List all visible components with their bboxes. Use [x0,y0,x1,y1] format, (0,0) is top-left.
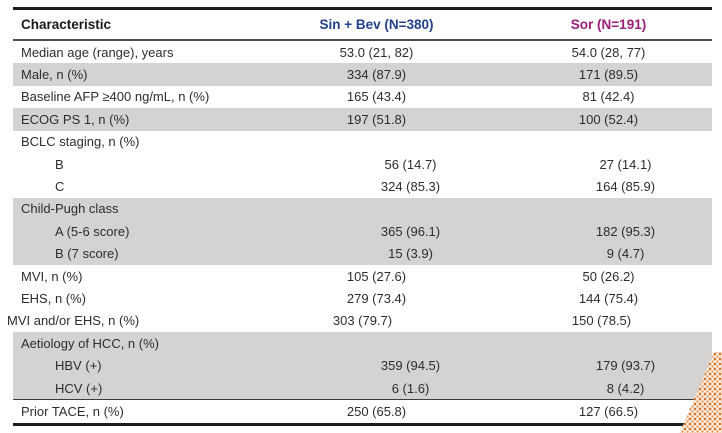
table-row: B 56 (14.7) 27 (14.1) [13,152,712,176]
column-header-sor: Sor (N=191) [570,17,647,32]
row-label: Male, n (%) [21,67,88,83]
sinbev-value: 279 (73.4) [346,290,407,306]
row-label: Prior TACE, n (%) [21,403,124,419]
row-label: HBV (+) [55,358,102,374]
sinbev-value: 359 (94.5) [380,358,441,374]
sinbev-value: 334 (87.9) [346,67,407,83]
sor-value: 27 (14.1) [599,156,652,172]
table-row: MVI and/or EHS, n (%) 303 (79.7) 150 (78… [7,309,712,333]
row-label: MVI, n (%) [21,268,83,284]
row-label: HCV (+) [55,380,103,396]
row-label: Baseline AFP ≥400 ng/mL, n (%) [21,89,210,105]
row-label: B (7 score) [55,246,119,262]
sor-value: 100 (52.4) [578,111,639,127]
table-header-row: Characteristic Sin + Bev (N=380) Sor (N=… [13,10,712,41]
sinbev-value: 56 (14.7) [384,156,437,172]
sor-value: 81 (42.4) [582,89,635,105]
sinbev-value: 197 (51.8) [346,111,407,127]
sinbev-value: 105 (27.6) [346,268,407,284]
row-label: Median age (range), years [21,44,174,60]
sinbev-value: 15 (3.9) [388,246,433,262]
row-label: Child-Pugh class [21,201,119,217]
sinbev-value: 303 (79.7) [332,313,393,329]
table-row: MVI, n (%) 105 (27.6) 50 (26.2) [13,264,712,288]
sor-value: 150 (78.5) [571,313,632,329]
table-row: Aetiology of HCC, n (%) [13,332,712,355]
row-label: ECOG PS 1, n (%) [21,111,130,127]
column-header-characteristic: Characteristic [21,17,112,32]
table-row: Median age (range), years 53.0 (21, 82) … [13,41,712,64]
row-label: C [55,179,65,195]
table-row: BCLC staging, n (%) [13,130,712,153]
table-row: C 324 (85.3) 164 (85.9) [13,175,712,198]
table-row: A (5-6 score) 365 (96.1) 182 (95.3) [13,220,712,243]
table-row: Baseline AFP ≥400 ng/mL, n (%) 165 (43.4… [13,85,712,109]
table-row: HBV (+) 359 (94.5) 179 (93.7) [13,354,712,377]
sinbev-value: 250 (65.8) [346,403,407,419]
baseline-characteristics-table: Characteristic Sin + Bev (N=380) Sor (N=… [7,7,712,426]
table-row: Prior TACE, n (%) 250 (65.8) 127 (66.5) [13,399,712,423]
sor-value: 50 (26.2) [582,268,635,284]
table-body: Median age (range), years 53.0 (21, 82) … [7,41,712,423]
sinbev-value: 365 (96.1) [380,223,441,239]
sinbev-value: 324 (85.3) [380,179,441,195]
table-row: Male, n (%) 334 (87.9) 171 (89.5) [13,63,712,86]
sor-value: 182 (95.3) [595,223,656,239]
sinbev-value: 53.0 (21, 82) [339,44,414,60]
table-row: ECOG PS 1, n (%) 197 (51.8) 100 (52.4) [13,108,712,131]
sor-value: 8 (4.2) [606,380,645,396]
row-label: B [55,156,64,172]
column-header-sinbev: Sin + Bev (N=380) [319,17,434,32]
sinbev-value: 6 (1.6) [391,380,430,396]
row-label: A (5-6 score) [55,223,130,239]
table-row: EHS, n (%) 279 (73.4) 144 (75.4) [13,287,712,310]
row-label: Aetiology of HCC, n (%) [21,335,159,351]
sor-value: 54.0 (28, 77) [571,44,646,60]
table-row: B (7 score) 15 (3.9) 9 (4.7) [13,242,712,265]
sor-value: 164 (85.9) [595,179,656,195]
sor-value: 171 (89.5) [578,67,639,83]
table-row: Child-Pugh class [13,197,712,221]
row-label: BCLC staging, n (%) [21,134,140,150]
sor-value: 179 (93.7) [595,358,656,374]
sor-value: 144 (75.4) [578,290,639,306]
row-label: EHS, n (%) [21,290,87,306]
row-label: MVI and/or EHS, n (%) [7,313,140,329]
sor-value: 9 (4.7) [606,246,645,262]
sinbev-value: 165 (43.4) [346,89,407,105]
table-row: HCV (+) 6 (1.6) 8 (4.2) [13,376,712,400]
sor-value: 127 (66.5) [578,403,639,419]
